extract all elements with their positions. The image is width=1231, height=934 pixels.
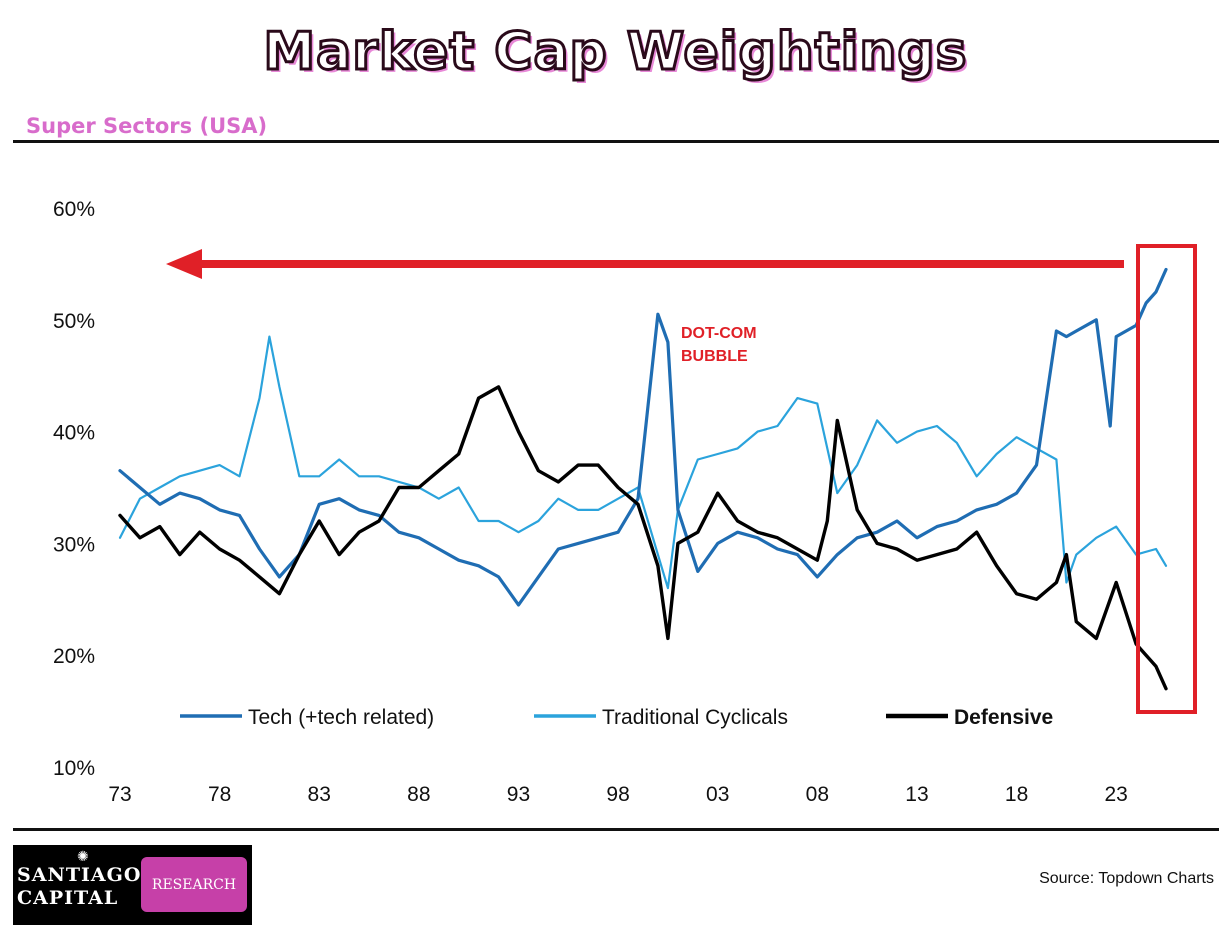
logo-text-santiago: SANTIAGO bbox=[17, 864, 142, 886]
x-tick-label: 18 bbox=[1005, 783, 1028, 806]
x-tick-label: 08 bbox=[806, 783, 829, 806]
series-line-traditional-cyclicals bbox=[118, 335, 1168, 590]
logo-badge-research: RESEARCH bbox=[141, 857, 247, 912]
x-tick-label: 13 bbox=[905, 783, 928, 806]
bottom-divider bbox=[13, 828, 1219, 831]
y-tick-label: 50% bbox=[53, 310, 95, 333]
top-divider bbox=[13, 140, 1219, 143]
annotation-bubble: BUBBLE bbox=[681, 348, 748, 365]
y-tick-label: 10% bbox=[53, 757, 95, 780]
x-tick-label: 93 bbox=[507, 783, 530, 806]
arrow-head-icon bbox=[166, 249, 202, 279]
x-tick-label: 03 bbox=[706, 783, 729, 806]
legend-label: Traditional Cyclicals bbox=[602, 706, 788, 729]
y-tick-label: 60% bbox=[53, 198, 95, 221]
x-tick-label: 98 bbox=[606, 783, 629, 806]
page-title: Market Cap Weightings bbox=[262, 21, 968, 84]
annotation-dotcom: DOT-COM bbox=[681, 325, 757, 342]
y-tick-label: 40% bbox=[53, 422, 95, 445]
santiago-capital-logo: ✺ SANTIAGO CAPITAL RESEARCH bbox=[13, 845, 252, 925]
x-tick-label: 73 bbox=[108, 783, 131, 806]
x-tick-label: 78 bbox=[208, 783, 231, 806]
x-tick-label: 83 bbox=[308, 783, 331, 806]
series-line-tech-tech-related bbox=[118, 267, 1168, 607]
y-tick-label: 30% bbox=[53, 533, 95, 556]
x-tick-label: 88 bbox=[407, 783, 430, 806]
shell-logo-icon: ✺ bbox=[77, 849, 89, 865]
y-tick-label: 20% bbox=[53, 645, 95, 668]
series-line-defensive bbox=[118, 385, 1168, 691]
legend-label: Defensive bbox=[954, 706, 1053, 729]
highlight-box bbox=[1136, 244, 1197, 714]
legend-label: Tech (+tech related) bbox=[248, 706, 434, 729]
logo-text-capital: CAPITAL bbox=[17, 887, 119, 909]
x-tick-label: 23 bbox=[1105, 783, 1128, 806]
line-chart: 10% 20% 30% 40% 50% 60% 73 78 83 88 93 98 03 08 13 18 23… bbox=[53, 198, 1197, 806]
source-note: Source: Topdown Charts bbox=[1039, 870, 1214, 887]
chart-subtitle: Super Sectors (USA) bbox=[26, 114, 268, 138]
